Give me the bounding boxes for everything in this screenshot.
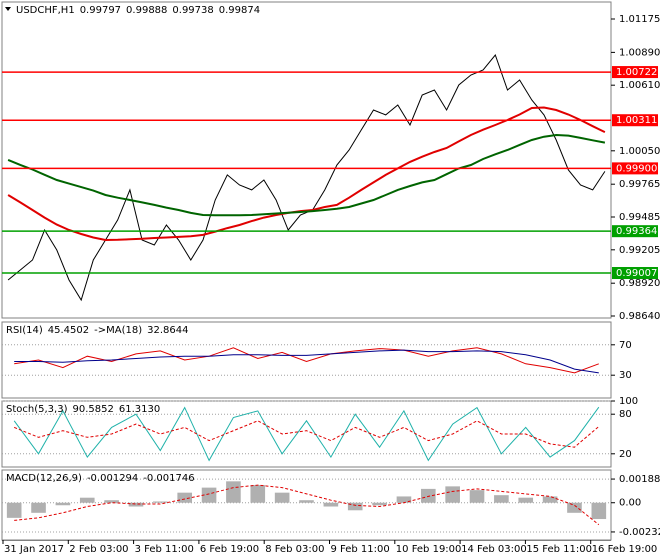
level-label-box xyxy=(612,162,658,175)
y-tick-label: 100 xyxy=(619,396,638,407)
histogram-bar xyxy=(323,502,339,507)
ohlc-value: 0.99888 xyxy=(126,5,167,16)
y-tick-label: 0.99765 xyxy=(619,179,660,190)
panel-frame xyxy=(1,1,612,319)
level-label-box xyxy=(612,114,658,127)
readout: 90.5852 xyxy=(72,404,113,415)
ma-label: ->MA(18) xyxy=(94,325,142,336)
histogram-bar xyxy=(469,490,485,503)
readout: -0.001746 xyxy=(143,473,194,484)
histogram-bar xyxy=(347,502,363,511)
y-tick-label: 1.00610 xyxy=(619,80,660,91)
histogram-bar xyxy=(299,500,314,503)
x-tick-label: 8 Feb 03:00 xyxy=(265,544,324,555)
indicator-line xyxy=(14,349,599,374)
readout: 45.4502 xyxy=(48,325,89,336)
x-tick-label: 6 Feb 19:00 xyxy=(200,544,259,555)
panel-title: USDCHF,H1 xyxy=(16,5,75,16)
histogram-bar xyxy=(396,496,412,503)
y-tick-label: 1.00050 xyxy=(619,146,660,157)
indicator-line xyxy=(14,347,599,374)
histogram-bar xyxy=(372,502,387,506)
histogram-bar xyxy=(31,502,46,513)
y-tick-label: 0.98920 xyxy=(619,278,660,289)
histogram-bar xyxy=(445,486,460,503)
indicator-line xyxy=(14,484,600,526)
histogram-bar xyxy=(6,502,22,518)
histogram-bar xyxy=(591,502,607,520)
histogram-bar xyxy=(177,492,193,503)
histogram-bar xyxy=(567,502,582,513)
ohlc-value: 0.99874 xyxy=(219,5,260,16)
x-tick-label: 3 Feb 11:00 xyxy=(135,544,194,555)
histogram-bar xyxy=(250,485,266,503)
y-tick-label: 0.00188 xyxy=(619,474,660,485)
ohlc-value: 0.99797 xyxy=(80,5,121,16)
level-label-box xyxy=(612,66,658,79)
x-tick-label: 31 Jan 2017 xyxy=(4,544,64,555)
indicator-line xyxy=(7,106,606,242)
y-tick-label: 80 xyxy=(619,409,632,420)
panel-title: MACD(12,26,9) xyxy=(6,473,82,484)
histogram-bar xyxy=(420,488,436,503)
readout: 32.8644 xyxy=(147,325,188,336)
panel-frame xyxy=(1,321,612,399)
y-tick-label: 70 xyxy=(619,340,632,351)
x-tick-label: 14 Feb 03:00 xyxy=(461,544,527,555)
panel-frame xyxy=(1,400,612,468)
x-axis-frame xyxy=(2,540,611,541)
x-tick-label: 9 Feb 11:00 xyxy=(331,544,390,555)
y-tick-label: 0.98640 xyxy=(619,311,660,322)
level-label: 1.00311 xyxy=(616,115,657,126)
level-label: 0.99364 xyxy=(616,226,657,237)
histogram-bar xyxy=(104,500,119,503)
readout: 61.3130 xyxy=(119,404,160,415)
histogram-bar xyxy=(274,492,290,503)
histogram-bar xyxy=(55,502,71,506)
x-tick-label: 2 Feb 03:00 xyxy=(69,544,128,555)
x-tick-label: 15 Feb 11:00 xyxy=(526,544,592,555)
histogram-bar xyxy=(518,497,534,503)
level-label-box xyxy=(612,225,658,238)
y-tick-label: 20 xyxy=(619,449,632,460)
readout: -0.001294 xyxy=(87,473,138,484)
level-label: 0.99900 xyxy=(616,163,657,174)
level-label: 0.99007 xyxy=(616,268,657,279)
y-tick-label: 30 xyxy=(619,370,632,381)
histogram-bar xyxy=(79,497,95,503)
panel-title: Stoch(5,3,3) xyxy=(6,404,68,415)
y-tick-label: 0.00 xyxy=(619,498,641,509)
level-label-box xyxy=(612,267,658,280)
indicator-line xyxy=(13,406,600,462)
histogram-bar xyxy=(153,501,168,503)
y-tick-label: 0.99205 xyxy=(619,245,660,256)
histogram-bar xyxy=(542,496,558,503)
indicator-line xyxy=(7,53,606,302)
panel-title: RSI(14) xyxy=(6,325,43,336)
indicator-line xyxy=(7,133,606,217)
histogram-bar xyxy=(201,487,217,503)
histogram-bar xyxy=(128,502,144,507)
menu-arrow xyxy=(5,7,11,11)
x-tick-label: 10 Feb 19:00 xyxy=(396,544,462,555)
x-tick-label: 16 Feb 19:00 xyxy=(592,544,658,555)
y-tick-label: 1.00890 xyxy=(619,47,660,58)
indicator-line xyxy=(14,420,600,448)
histogram-bar xyxy=(494,495,509,503)
y-tick-label: 0.99485 xyxy=(619,212,660,223)
ohlc-value: 0.99738 xyxy=(172,5,213,16)
histogram-bar xyxy=(226,481,241,503)
y-tick-label: 1.01175 xyxy=(619,14,660,25)
level-label: 1.00722 xyxy=(616,67,657,78)
y-tick-label: -0.00232 xyxy=(619,527,660,538)
